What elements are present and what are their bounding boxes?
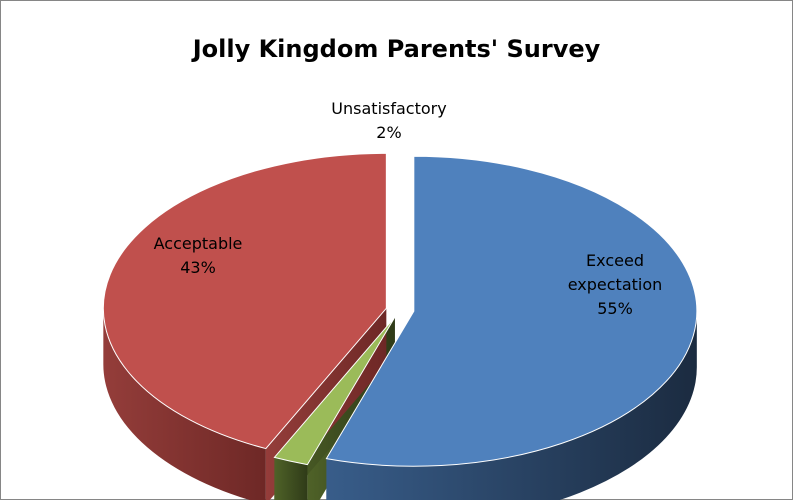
label-unsatisfactory: Unsatisfactory 2% [331, 99, 446, 142]
value-exceed-expectation: 55% [597, 299, 633, 318]
label-exceed-expectation: Exceed expectation 55% [568, 251, 663, 318]
chart-title: Jolly Kingdom Parents' Survey [192, 35, 601, 63]
slice-acceptable [102, 152, 387, 450]
unsatisfactory-side-wall [274, 457, 308, 500]
value-acceptable: 43% [180, 258, 216, 277]
exceed-expectation-side-wall [326, 311, 697, 500]
label-acceptable: Acceptable 43% [154, 234, 243, 277]
pie-labels: Exceed expectation 55% Unsatisfactory 2% Acce… [154, 99, 663, 318]
acceptable-side-wall [103, 308, 266, 500]
pie-tops [102, 152, 698, 467]
slice-exceed-expectation [325, 155, 698, 467]
value-unsatisfactory: 2% [376, 123, 401, 142]
slice-unsatisfactory [273, 316, 396, 466]
